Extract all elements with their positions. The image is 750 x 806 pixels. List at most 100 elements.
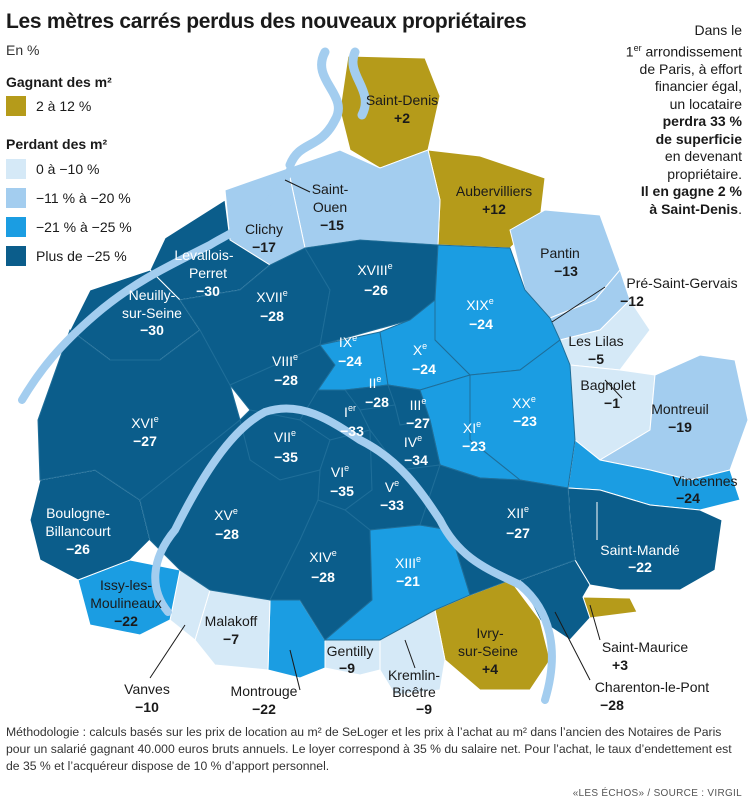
value-saint-ouen: −15 — [320, 217, 344, 233]
arr-value-16: −27 — [133, 433, 157, 449]
value-ivry: +4 — [482, 661, 498, 677]
label-neuilly-1: Neuilly- — [129, 287, 176, 303]
seine-river — [285, 47, 370, 170]
arr-label-5: Ve — [385, 478, 399, 495]
arr-value-2: −28 — [365, 394, 389, 410]
legend-swatch — [6, 188, 26, 208]
label-levallois-2: Perret — [189, 265, 227, 281]
methodology-text: Méthodologie : calculs basés sur les pri… — [6, 725, 732, 773]
arr-label-2: IIe — [369, 374, 382, 391]
arr-value-4: −34 — [404, 452, 428, 468]
label-issy-1: Issy-les- — [100, 577, 152, 593]
legend-item-loss-1: 0 à −10 % — [6, 159, 99, 179]
value-saint-maurice: +3 — [612, 657, 628, 673]
value-kremlin: −9 — [416, 701, 432, 717]
value-gentilly: −9 — [339, 660, 355, 676]
leader-pre-saint-gervais — [551, 286, 606, 323]
label-pre-saint-gervais: Pré-Saint-Gervais — [626, 275, 737, 291]
label-les-lilas: Les Lilas — [568, 333, 623, 349]
label-boulogne-2: Billancourt — [45, 523, 110, 539]
legend-item-loss-2: −11 % à −20 % — [6, 188, 131, 208]
label-levallois-1: Levallois- — [174, 247, 233, 263]
label-neuilly-2: sur-Seine — [122, 305, 182, 321]
arr-value-8: −28 — [274, 372, 298, 388]
value-aubervilliers: +12 — [482, 201, 506, 217]
arr-value-20: −23 — [513, 413, 537, 429]
label-saint-denis: Saint-Denis — [366, 92, 438, 108]
arr-value-9: −24 — [338, 353, 362, 369]
arr-label-3: IIIe — [410, 396, 427, 413]
arr-value-13: −21 — [396, 573, 420, 589]
source-credit: «LES ÉCHOS» / SOURCE : VIRGIL — [572, 788, 742, 799]
arr-label-20: XXe — [512, 394, 536, 411]
arr-value-3: −27 — [406, 415, 430, 431]
value-issy: −22 — [114, 613, 138, 629]
arr-label-18: XVIIIe — [357, 261, 392, 278]
label-charenton: Charenton-le-Pont — [595, 679, 710, 695]
arr-value-10: −24 — [412, 361, 436, 377]
value-malakoff: −7 — [223, 631, 239, 647]
arr-value-12: −27 — [506, 525, 530, 541]
value-vanves: −10 — [135, 699, 159, 715]
value-saint-denis: +2 — [394, 110, 410, 126]
label-pantin: Pantin — [540, 245, 580, 261]
label-montreuil: Montreuil — [651, 401, 709, 417]
annotation-note: Dans le 1er arrondissement de Paris, à e… — [625, 22, 742, 217]
label-saint-mande: Saint-Mandé — [600, 542, 680, 558]
label-boulogne-1: Boulogne- — [46, 505, 110, 521]
arr-label-8: VIIIe — [272, 352, 298, 369]
arr-label-17: XVIIe — [256, 288, 287, 305]
leader-vanves — [149, 624, 186, 679]
legend-label: −11 % à −20 % — [36, 190, 131, 206]
value-charenton: −28 — [600, 697, 624, 713]
leader-saint-ouen — [284, 179, 311, 193]
arr-label-13: XIIIe — [395, 554, 421, 571]
leader-saint-maurice — [589, 604, 601, 641]
label-vincennes: Vincennes — [672, 473, 737, 489]
page-title: Les mètres carrés perdus des nouveaux pr… — [6, 10, 527, 33]
legend-swatch — [6, 159, 26, 179]
page-subtitle: En % — [6, 42, 40, 58]
label-montrouge: Montrouge — [231, 683, 298, 699]
value-bagnolet: −1 — [604, 395, 620, 411]
legend-item-loss-4: Plus de −25 % — [6, 246, 127, 266]
legend-label: 0 à −10 % — [36, 161, 100, 177]
label-kremlin-1: Kremlin- — [388, 667, 440, 683]
legend-item-loss-3: −21 % à −25 % — [6, 217, 132, 237]
legend-label: Plus de −25 % — [36, 248, 127, 264]
label-gentilly: Gentilly — [327, 643, 374, 659]
value-les-lilas: −5 — [588, 351, 604, 367]
paris-map: Saint-Denis +2 Aubervilliers +12 Saint- … — [18, 47, 749, 717]
value-montrouge: −22 — [252, 701, 276, 717]
arr-value-7: −35 — [274, 449, 298, 465]
label-saint-ouen-1: Saint- — [312, 181, 349, 197]
legend-swatch — [6, 217, 26, 237]
label-aubervilliers: Aubervilliers — [456, 183, 532, 199]
legend-swatch — [6, 246, 26, 266]
arr-value-14: −28 — [311, 569, 335, 585]
label-kremlin-2: Bicêtre — [392, 684, 436, 700]
value-neuilly: −30 — [140, 322, 164, 338]
legend-swatch — [6, 96, 26, 116]
arr-label-4: IVe — [404, 433, 422, 450]
arr-label-9: IXe — [339, 333, 357, 350]
arr-value-18: −26 — [364, 282, 388, 298]
label-bagnolet: Bagnolet — [580, 377, 635, 393]
value-levallois: −30 — [196, 283, 220, 299]
arr-label-10: Xe — [413, 341, 427, 358]
legend-loss-title: Perdant des m² — [6, 136, 108, 152]
label-vanves: Vanves — [124, 681, 170, 697]
label-ivry-2: sur-Seine — [458, 643, 518, 659]
legend-label: −21 % à −25 % — [36, 219, 132, 235]
label-clichy: Clichy — [245, 221, 283, 237]
legend-item-gain: 2 à 12 % — [6, 96, 91, 116]
label-saint-maurice: Saint-Maurice — [602, 639, 689, 655]
arr-value-1: −33 — [340, 423, 364, 439]
leader-kremlin — [404, 639, 416, 669]
value-clichy: −17 — [252, 239, 276, 255]
value-pre-saint-gervais: −12 — [620, 293, 644, 309]
legend-gain-title: Gagnant des m² — [6, 74, 112, 90]
value-pantin: −13 — [554, 263, 578, 279]
arr-label-1: Ier — [344, 403, 356, 420]
arr-label-7: VIIe — [274, 428, 296, 445]
